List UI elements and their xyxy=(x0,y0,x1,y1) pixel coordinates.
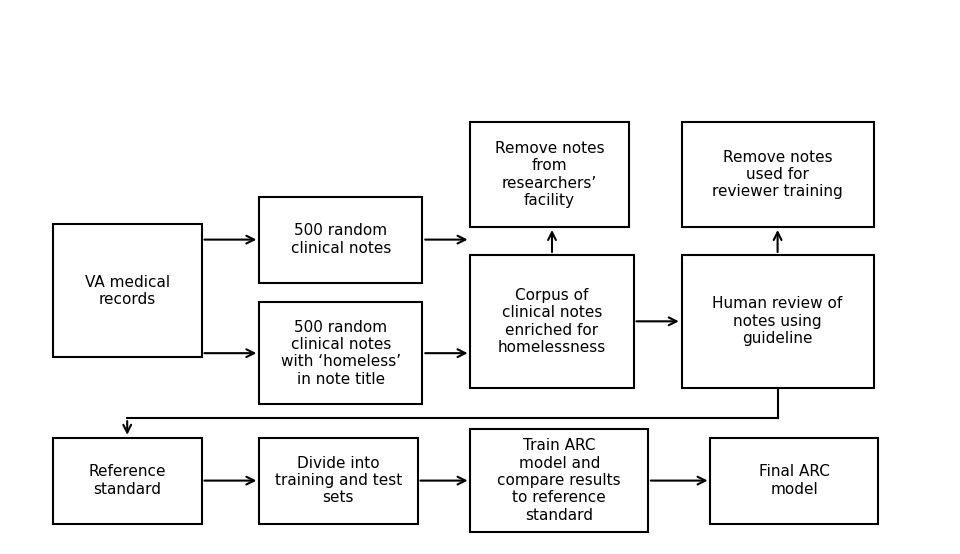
Text: Final ARC
model: Final ARC model xyxy=(759,464,829,497)
FancyBboxPatch shape xyxy=(53,224,202,357)
Text: VA medical
records: VA medical records xyxy=(84,275,170,307)
FancyBboxPatch shape xyxy=(470,429,648,532)
Text: 500 random
clinical notes: 500 random clinical notes xyxy=(291,223,391,256)
Text: Corpus of
clinical notes
enriched for
homelessness: Corpus of clinical notes enriched for ho… xyxy=(498,288,606,355)
Text: Train ARC
model and
compare results
to reference
standard: Train ARC model and compare results to r… xyxy=(497,438,621,523)
FancyBboxPatch shape xyxy=(710,438,878,524)
FancyBboxPatch shape xyxy=(53,438,202,524)
FancyBboxPatch shape xyxy=(259,438,418,524)
Text: 500 random
clinical notes
with ‘homeless’
in note title: 500 random clinical notes with ‘homeless… xyxy=(280,320,401,387)
FancyBboxPatch shape xyxy=(470,122,629,227)
FancyBboxPatch shape xyxy=(259,197,422,283)
FancyBboxPatch shape xyxy=(259,302,422,404)
FancyBboxPatch shape xyxy=(470,255,634,388)
FancyBboxPatch shape xyxy=(682,255,874,388)
Text: Divide into
training and test
sets: Divide into training and test sets xyxy=(275,456,402,505)
FancyBboxPatch shape xyxy=(682,122,874,227)
Text: Human review of
notes using
guideline: Human review of notes using guideline xyxy=(712,296,843,346)
Text: Reference
standard: Reference standard xyxy=(88,464,166,497)
Text: Remove notes
used for
reviewer training: Remove notes used for reviewer training xyxy=(712,150,843,199)
Text: Remove notes
from
researchers’
facility: Remove notes from researchers’ facility xyxy=(494,141,605,208)
